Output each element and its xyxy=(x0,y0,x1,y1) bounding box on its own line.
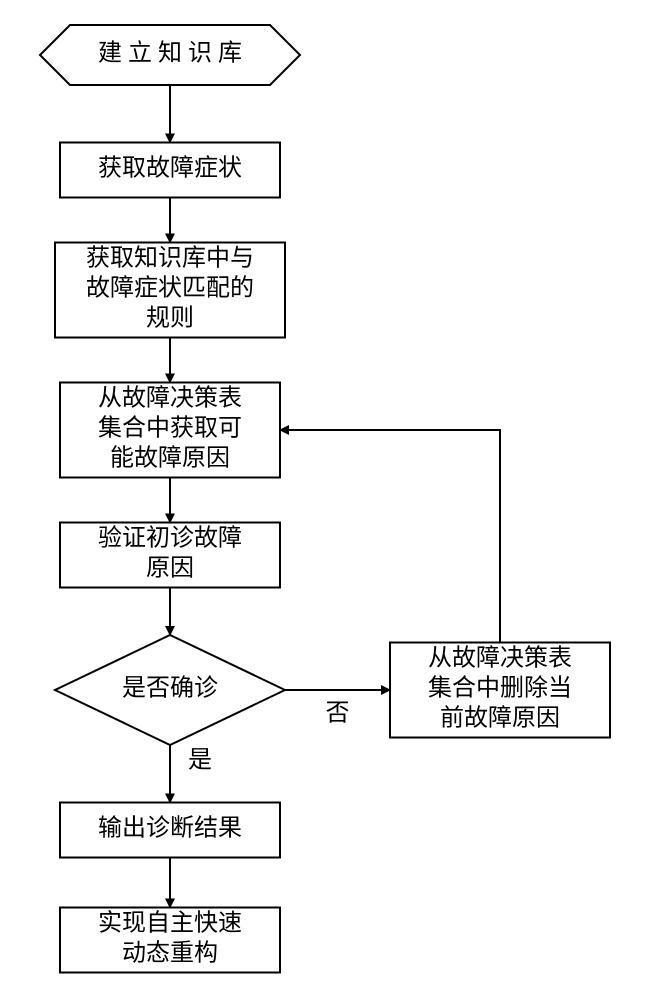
node-n7: 输出诊断结果 xyxy=(60,803,280,858)
node-n2-line0: 获取知识库中与 xyxy=(86,245,254,272)
node-n6-line2: 前故障原因 xyxy=(440,705,560,732)
node-n1-line0: 获取故障症状 xyxy=(98,155,242,182)
node-n2-line1: 故障症状匹配的 xyxy=(86,275,254,302)
node-n8: 实现自主快速动态重构 xyxy=(60,908,280,973)
node-n4-line1: 原因 xyxy=(146,556,194,582)
node-n8-line1: 动态重构 xyxy=(122,940,218,967)
node-n5: 是否确诊 xyxy=(55,635,285,745)
node-n7-line0: 输出诊断结果 xyxy=(98,815,242,842)
node-n4: 验证初诊故障原因 xyxy=(60,523,280,588)
node-n3-line0: 从故障决策表 xyxy=(98,385,242,412)
edge-label-n5-n7: 是 xyxy=(188,747,212,773)
node-n8-line0: 实现自主快速 xyxy=(98,910,242,937)
node-n2-line2: 规则 xyxy=(146,305,194,332)
node-n3-line2: 能故障原因 xyxy=(110,445,230,472)
node-n6-line1: 集合中删除当 xyxy=(428,675,572,702)
node-n6-line0: 从故障决策表 xyxy=(428,645,572,672)
node-n4-line0: 验证初诊故障 xyxy=(98,525,242,552)
node-n0-line0: 建 立 知 识 库 xyxy=(98,40,242,67)
node-n3: 从故障决策表集合中获取可能故障原因 xyxy=(60,383,280,478)
node-n2: 获取知识库中与故障症状匹配的规则 xyxy=(55,243,285,338)
node-n0: 建 立 知 识 库 xyxy=(40,25,300,85)
node-n6: 从故障决策表集合中删除当前故障原因 xyxy=(390,643,610,738)
edge-label-n5-n6: 否 xyxy=(326,701,350,727)
node-n5-line0: 是否确诊 xyxy=(122,675,218,702)
node-n1: 获取故障症状 xyxy=(60,143,280,198)
edge-n6-n3 xyxy=(280,430,500,643)
node-n3-line1: 集合中获取可 xyxy=(98,415,242,442)
